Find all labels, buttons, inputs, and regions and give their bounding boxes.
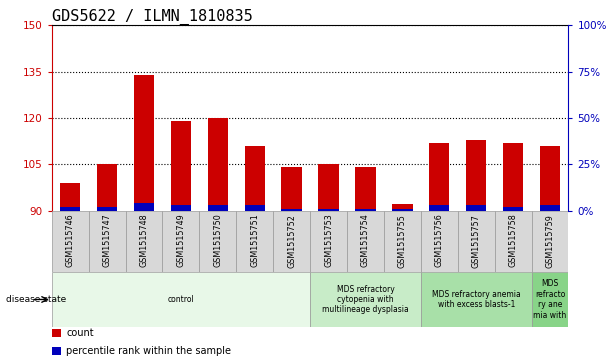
Bar [60, 183, 80, 211]
Bar [392, 204, 412, 211]
Bar [355, 167, 376, 211]
Bar [52, 329, 61, 338]
Bar [208, 118, 228, 211]
Bar [458, 211, 495, 272]
Bar [392, 209, 412, 211]
Bar [208, 205, 228, 211]
Bar [282, 167, 302, 211]
Text: GSM1515746: GSM1515746 [66, 213, 75, 267]
Text: GSM1515748: GSM1515748 [139, 213, 148, 267]
Bar [531, 272, 568, 327]
Bar [503, 143, 523, 211]
Bar [52, 272, 310, 327]
Text: GSM1515758: GSM1515758 [509, 213, 517, 268]
Bar [384, 211, 421, 272]
Bar [282, 209, 302, 211]
Bar [495, 211, 531, 272]
Text: MDS refractory anemia
with excess blasts-1: MDS refractory anemia with excess blasts… [432, 290, 520, 309]
Text: percentile rank within the sample: percentile rank within the sample [66, 346, 231, 356]
Text: GSM1515755: GSM1515755 [398, 213, 407, 268]
Bar [97, 207, 117, 211]
Text: GSM1515754: GSM1515754 [361, 213, 370, 268]
Text: GDS5622 / ILMN_1810835: GDS5622 / ILMN_1810835 [52, 9, 252, 25]
Bar [134, 203, 154, 211]
Bar [319, 209, 339, 211]
Bar [310, 211, 347, 272]
Bar [319, 164, 339, 211]
Text: GSM1515751: GSM1515751 [250, 213, 259, 268]
Text: MDS
refracto
ry ane
mia with: MDS refracto ry ane mia with [533, 280, 567, 319]
Bar [244, 205, 265, 211]
Bar [531, 211, 568, 272]
Bar [60, 207, 80, 211]
Bar [421, 211, 458, 272]
Bar [162, 211, 199, 272]
Text: control: control [168, 295, 194, 304]
Bar [503, 207, 523, 211]
Bar [347, 211, 384, 272]
Bar [171, 121, 191, 211]
Bar [89, 211, 125, 272]
Bar [125, 211, 162, 272]
Text: MDS refractory
cytopenia with
multilineage dysplasia: MDS refractory cytopenia with multilinea… [322, 285, 409, 314]
Bar [466, 140, 486, 211]
Bar [429, 205, 449, 211]
Bar [52, 211, 89, 272]
Bar [355, 209, 376, 211]
Bar [199, 211, 237, 272]
Text: GSM1515756: GSM1515756 [435, 213, 444, 268]
Text: GSM1515749: GSM1515749 [176, 213, 185, 268]
Text: GSM1515757: GSM1515757 [472, 213, 481, 268]
Text: count: count [66, 328, 94, 338]
Text: disease state: disease state [6, 295, 66, 304]
Text: GSM1515747: GSM1515747 [103, 213, 111, 268]
Text: GSM1515750: GSM1515750 [213, 213, 223, 268]
Bar [540, 205, 560, 211]
Bar [97, 164, 117, 211]
Text: GSM1515759: GSM1515759 [545, 213, 554, 268]
Bar [244, 146, 265, 211]
Text: GSM1515752: GSM1515752 [287, 213, 296, 268]
Text: GSM1515753: GSM1515753 [324, 213, 333, 268]
Bar [466, 205, 486, 211]
Bar [52, 347, 61, 355]
Bar [237, 211, 273, 272]
Bar [134, 75, 154, 211]
Bar [421, 272, 531, 327]
Bar [310, 272, 421, 327]
Bar [273, 211, 310, 272]
Bar [171, 205, 191, 211]
Bar [429, 143, 449, 211]
Bar [540, 146, 560, 211]
